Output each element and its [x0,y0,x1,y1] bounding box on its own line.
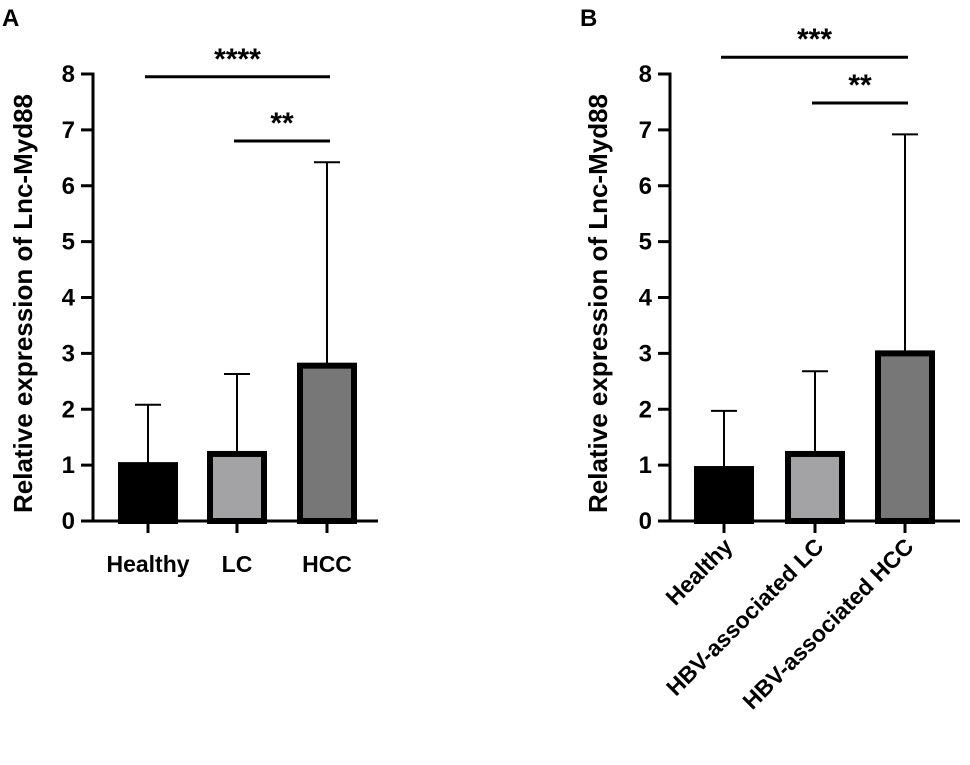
y-tick-label: 3 [62,340,75,367]
y-tick-label: 1 [639,452,652,479]
significance-label: ** [270,107,294,140]
bar [207,450,267,525]
x-tick-label: Healthy [660,533,737,610]
x-tick-label: HBV-associated HCC [737,533,918,714]
y-tick-label: 6 [62,173,75,200]
bar [875,350,935,524]
y-tick-label: 5 [62,229,75,256]
y-tick-label: 0 [639,508,652,535]
y-tick-label: 3 [639,340,652,367]
x-tick-label: HCC [302,551,352,577]
significance-label: *** [797,23,832,56]
y-axis-label: Relative expression of Lnc-Myd88 [8,94,38,513]
panel-a: A Relative expression of Lnc-Myd88 0 1 2 3 4 5 6… [2,5,378,577]
y-tick-label: 6 [639,173,652,200]
y-tick-label: 2 [62,396,75,423]
y-tick-label: 1 [62,452,75,479]
y-tick-label: 5 [639,229,652,256]
significance-label: **** [214,43,261,76]
x-tick-label: Healthy [106,551,189,577]
bar [118,462,178,524]
y-tick-label: 4 [639,285,653,312]
bar [694,466,754,525]
y-tick-label: 8 [62,61,75,88]
y-tick-label: 2 [639,396,652,423]
y-axis-label: Relative expression of Lnc-Myd88 [583,94,613,513]
y-tick-label: 7 [639,117,652,144]
significance-label: ** [848,69,872,102]
bar [297,362,357,525]
x-tick-label: HBV-associated LC [661,533,829,701]
y-tick-label: 0 [62,508,75,535]
bar [785,450,845,525]
panel-label: A [2,5,19,32]
y-tick-label: 7 [62,117,75,144]
y-tick-label: 4 [62,285,76,312]
x-tick-label: LC [222,551,253,577]
y-tick-label: 8 [639,61,652,88]
panel-label: B [580,5,597,32]
panel-b: B Relative expression of Lnc-Myd88 0 1 2 3 4 5 6… [580,5,960,714]
